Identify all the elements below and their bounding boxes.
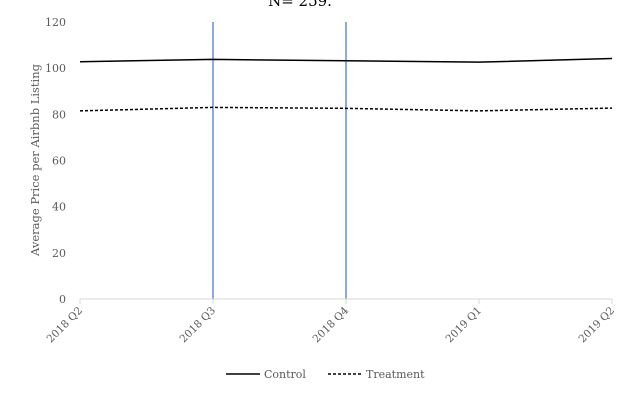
x-tick-label: 2019 Q2 [577, 305, 618, 346]
legend: Control Treatment [226, 368, 425, 381]
reference-lines [212, 22, 347, 299]
legend-label-control: Control [264, 368, 306, 381]
series-line-treatment [79, 106, 613, 112]
y-tick-label: 60 [52, 155, 66, 168]
y-tick-label: 80 [52, 108, 66, 121]
series-lines [79, 57, 613, 112]
y-tick-label: 100 [45, 62, 66, 75]
y-axis-ticks: 0 20 40 60 80 100 120 [45, 16, 66, 306]
y-tick-label: 120 [45, 16, 66, 29]
legend-label-treatment: Treatment [366, 368, 425, 381]
y-tick-label: 0 [59, 293, 66, 306]
y-tick-label: 40 [52, 201, 66, 214]
x-tick-label: 2019 Q1 [444, 305, 485, 346]
y-tick-label: 20 [52, 247, 66, 260]
x-axis-ticks: 2018 Q2 2018 Q3 2018 Q4 2019 Q1 2019 Q2 [45, 304, 618, 345]
x-tick-label: 2018 Q2 [45, 305, 86, 346]
x-tick-label: 2018 Q4 [311, 304, 352, 345]
chart-title-fragment: N= 259. [268, 0, 332, 10]
x-axis-tick-marks [79, 299, 613, 304]
x-tick-label: 2018 Q3 [178, 305, 219, 346]
series-line-control [79, 57, 613, 63]
y-axis-title: Average Price per Airbnb Listing [28, 63, 42, 257]
